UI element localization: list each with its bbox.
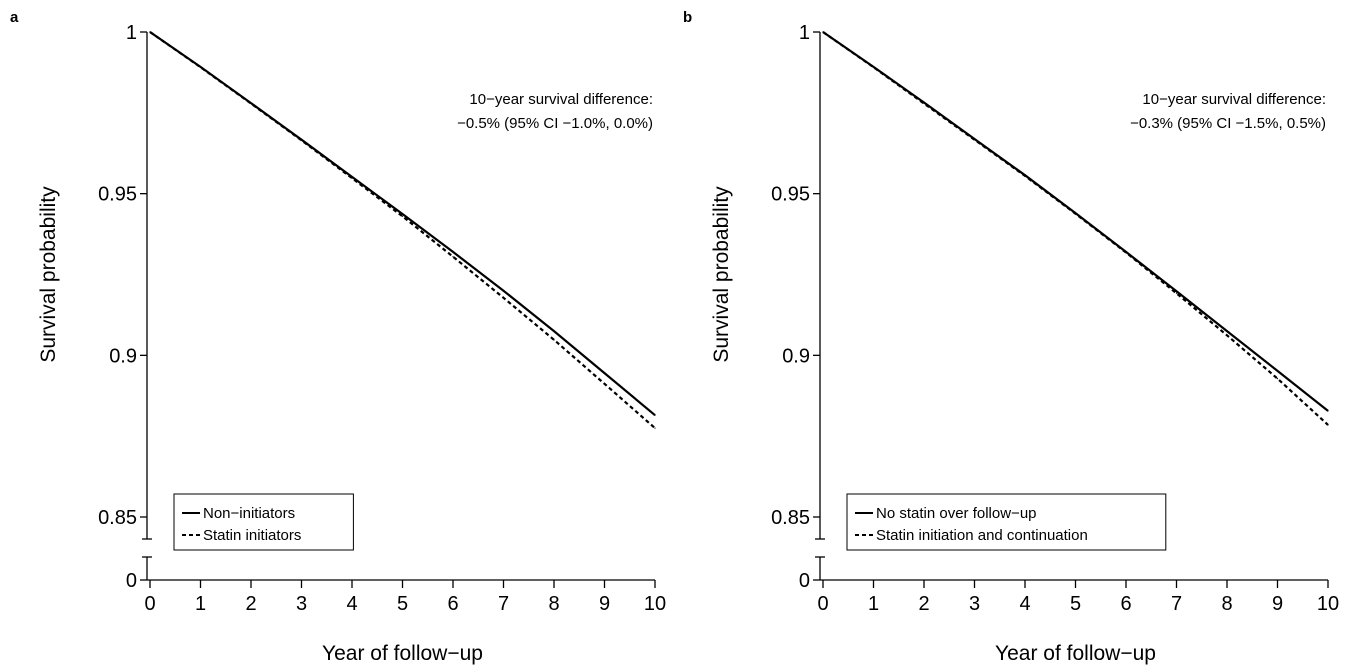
- data-point: [502, 297, 505, 299]
- data-point: [1175, 290, 1178, 292]
- data-point: [654, 427, 656, 429]
- x-tick-label: 6: [1120, 593, 1131, 615]
- y-tick-label-zero: 0: [126, 570, 137, 592]
- data-point: [452, 256, 454, 258]
- data-point: [149, 31, 151, 33]
- data-point: [1327, 424, 1329, 426]
- data-point: [401, 215, 404, 217]
- data-point: [1125, 251, 1127, 254]
- data-point: [973, 139, 976, 141]
- series-line-1: [822, 31, 1329, 412]
- y-tick-label: 1: [126, 22, 137, 44]
- y-tick-label: 0.9: [109, 345, 137, 367]
- x-tick-label: 2: [245, 593, 256, 615]
- data-point: [654, 414, 656, 416]
- legend-label: Non−initiators: [203, 505, 295, 522]
- data-point: [1175, 292, 1178, 294]
- y-tick-label: 0.85: [98, 507, 137, 529]
- x-tick-label: 7: [498, 593, 509, 615]
- y-axis-title: Survival probability: [710, 186, 733, 363]
- data-point: [1226, 330, 1228, 332]
- x-tick-label: 10: [1317, 593, 1339, 615]
- data-point: [553, 330, 555, 332]
- data-point: [1276, 370, 1279, 372]
- annotation-line: 10−year survival difference:: [469, 91, 653, 108]
- data-point: [452, 251, 454, 253]
- legend-label: Statin initiation and continuation: [876, 527, 1088, 544]
- y-tick-label: 0.95: [98, 184, 137, 206]
- x-tick-label: 10: [644, 593, 666, 615]
- x-tick-label: 9: [1272, 593, 1283, 615]
- y-tick-label: 0.85: [771, 507, 810, 529]
- x-axis-title: Year of follow−up: [322, 642, 483, 665]
- y-tick-label: 1: [799, 22, 810, 44]
- annotation-line: −0.3% (95% CI −1.5%, 0.5%): [1130, 115, 1326, 132]
- data-point: [300, 139, 303, 141]
- data-point: [603, 383, 606, 385]
- y-tick-label: 0.95: [771, 184, 810, 206]
- x-tick-label: 4: [1019, 593, 1030, 615]
- data-point: [401, 213, 404, 215]
- x-tick-label: 3: [296, 593, 307, 615]
- x-tick-label: 3: [969, 593, 980, 615]
- y-tick-label: 0.9: [782, 345, 810, 367]
- data-point: [1074, 213, 1077, 215]
- x-tick-label: 1: [195, 593, 206, 615]
- panel-label: b: [683, 9, 692, 26]
- y-tick-label-zero: 0: [799, 570, 810, 592]
- data-point: [872, 66, 875, 68]
- x-tick-label: 8: [548, 593, 559, 615]
- legend-label: No statin over follow−up: [876, 505, 1037, 522]
- x-tick-label: 0: [817, 593, 828, 615]
- data-point: [923, 102, 925, 105]
- data-point: [1226, 334, 1228, 336]
- x-axis-title: Year of follow−up: [995, 642, 1156, 665]
- x-tick-label: 5: [1070, 593, 1081, 615]
- legend-label: Statin initiators: [203, 527, 301, 544]
- x-tick-label: 5: [397, 593, 408, 615]
- panel-b: b 1 0.95 0.9 0.85 00 1 2 3 4 5 6 7 8 9 10 Year of follow…: [683, 9, 1339, 665]
- legend-box: [173, 493, 354, 551]
- y-axis-title: Survival probability: [37, 186, 60, 363]
- panel-a: a 1 0.95 0.9 0.85 00 1 2 3 4 5 6 7 8 9 10 Year of follow…: [10, 9, 666, 665]
- x-tick-label: 9: [599, 593, 610, 615]
- data-point: [1327, 410, 1329, 412]
- data-point: [1024, 175, 1026, 177]
- data-point: [351, 177, 353, 179]
- x-tick-label: 2: [918, 593, 929, 615]
- x-tick-label: 0: [144, 593, 155, 615]
- data-point: [502, 290, 505, 292]
- data-point: [1276, 378, 1279, 380]
- annotation-line: −0.5% (95% CI −1.0%, 0.0%): [457, 115, 653, 132]
- x-tick-label: 6: [447, 593, 458, 615]
- x-tick-label: 7: [1171, 593, 1182, 615]
- series-line-1: [149, 31, 656, 417]
- annotation-line: 10−year survival difference:: [1142, 91, 1326, 108]
- x-tick-label: 1: [868, 593, 879, 615]
- data-point: [603, 372, 606, 374]
- data-point: [199, 66, 202, 68]
- data-point: [822, 31, 824, 33]
- legend-box: [846, 493, 1167, 551]
- x-tick-label: 8: [1221, 593, 1232, 615]
- data-point: [553, 339, 555, 341]
- panel-label: a: [10, 9, 19, 26]
- data-point: [250, 102, 252, 105]
- x-tick-label: 4: [346, 593, 357, 615]
